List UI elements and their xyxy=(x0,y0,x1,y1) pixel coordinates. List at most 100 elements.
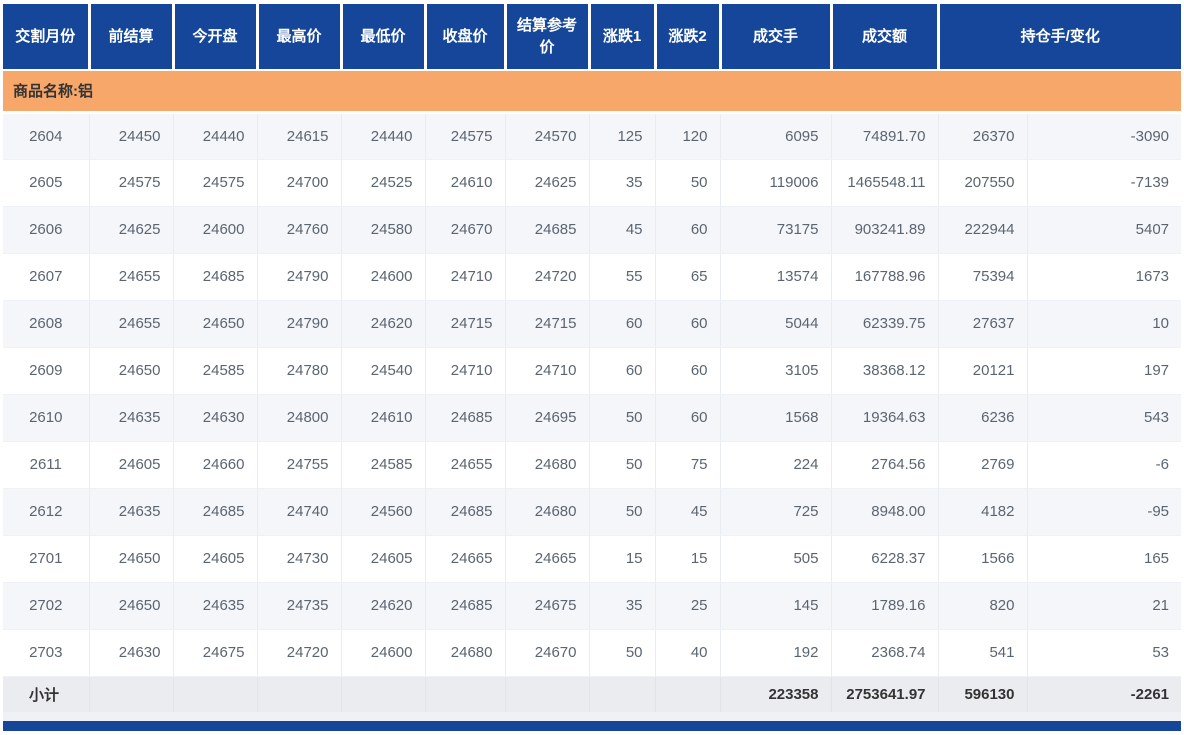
cell-delivery-month: 2612 xyxy=(3,488,90,536)
subtotal-empty-cell xyxy=(173,676,258,712)
subtotal-empty-cell xyxy=(505,676,590,712)
cell-open-interest: 1566 xyxy=(938,535,1028,583)
cell-low: 24540 xyxy=(341,347,426,395)
table-row: 2703 24630 24675 24720 24600 24680 24670 50 40 19… xyxy=(3,629,1182,677)
cell-settlement-ref: 24685 xyxy=(505,206,590,254)
cell-prev-settlement: 24630 xyxy=(89,629,174,677)
cell-open-interest: 541 xyxy=(938,629,1028,677)
cell-change1: 50 xyxy=(589,488,656,536)
cell-close: 24610 xyxy=(425,159,506,207)
cell-oi-change: 5407 xyxy=(1027,206,1182,254)
cell-change1: 50 xyxy=(589,629,656,677)
cell-high: 24760 xyxy=(257,206,342,254)
column-header-open: 今开盘 xyxy=(173,4,259,71)
cell-settlement-ref: 24720 xyxy=(505,253,590,301)
subtotal-open-interest: 596130 xyxy=(938,676,1028,712)
cell-high: 24800 xyxy=(257,394,342,442)
cell-volume: 145 xyxy=(720,582,832,630)
cell-settlement-ref: 24680 xyxy=(505,488,590,536)
table-row: 2604 24450 24440 24615 24440 24575 24570 125 120… xyxy=(3,112,1182,160)
cell-oi-change: 10 xyxy=(1027,300,1182,348)
next-row-cutoff-strip xyxy=(3,712,1181,721)
cell-close: 24685 xyxy=(425,488,506,536)
table-header-row: 交割月份 前结算 今开盘 最高价 最低价 收盘价 结算参考价 涨跌1 涨跌2 成… xyxy=(3,4,1182,71)
cell-close: 24655 xyxy=(425,441,506,489)
cell-delivery-month: 2701 xyxy=(3,535,90,583)
cell-high: 24790 xyxy=(257,253,342,301)
subtotal-empty-cell xyxy=(655,676,721,712)
cell-oi-change: 21 xyxy=(1027,582,1182,630)
cell-delivery-month: 2703 xyxy=(3,629,90,677)
cell-turnover: 903241.89 xyxy=(831,206,939,254)
cell-volume: 119006 xyxy=(720,159,832,207)
cell-volume: 224 xyxy=(720,441,832,489)
cell-change2: 45 xyxy=(655,488,721,536)
cell-open: 24685 xyxy=(173,253,258,301)
column-header-prev-settlement: 前结算 xyxy=(89,4,175,71)
cell-change1: 45 xyxy=(589,206,656,254)
cell-close: 24685 xyxy=(425,394,506,442)
cell-high: 24755 xyxy=(257,441,342,489)
cell-high: 24720 xyxy=(257,629,342,677)
cell-open: 24650 xyxy=(173,300,258,348)
column-header-close: 收盘价 xyxy=(425,4,507,71)
table-row: 2606 24625 24600 24760 24580 24670 24685 45 60 73… xyxy=(3,206,1182,254)
column-header-volume: 成交手 xyxy=(720,4,833,71)
cell-high: 24790 xyxy=(257,300,342,348)
cell-turnover: 6228.37 xyxy=(831,535,939,583)
cell-prev-settlement: 24625 xyxy=(89,206,174,254)
subtotal-empty-cell xyxy=(589,676,656,712)
cell-open-interest: 207550 xyxy=(938,159,1028,207)
futures-quote-table: 交割月份 前结算 今开盘 最高价 最低价 收盘价 结算参考价 涨跌1 涨跌2 成… xyxy=(3,4,1182,712)
cell-low: 24525 xyxy=(341,159,426,207)
cell-change1: 15 xyxy=(589,535,656,583)
cell-oi-change: 53 xyxy=(1027,629,1182,677)
cell-high: 24735 xyxy=(257,582,342,630)
subtotal-empty-cell xyxy=(341,676,426,712)
cell-change1: 125 xyxy=(589,112,656,160)
cell-open: 24685 xyxy=(173,488,258,536)
cell-close: 24710 xyxy=(425,347,506,395)
cell-settlement-ref: 24625 xyxy=(505,159,590,207)
cell-change1: 35 xyxy=(589,582,656,630)
cell-turnover: 8948.00 xyxy=(831,488,939,536)
cell-change2: 60 xyxy=(655,300,721,348)
table-row: 2608 24655 24650 24790 24620 24715 24715 60 60 50… xyxy=(3,300,1182,348)
cell-open-interest: 6236 xyxy=(938,394,1028,442)
cell-delivery-month: 2610 xyxy=(3,394,90,442)
column-header-open-interest-change: 持仓手/变化 xyxy=(938,4,1182,71)
cell-high: 24740 xyxy=(257,488,342,536)
cell-volume: 73175 xyxy=(720,206,832,254)
cell-volume: 505 xyxy=(720,535,832,583)
cell-open-interest: 4182 xyxy=(938,488,1028,536)
cell-close: 24715 xyxy=(425,300,506,348)
cell-low: 24440 xyxy=(341,112,426,160)
cell-prev-settlement: 24650 xyxy=(89,347,174,395)
cell-open: 24635 xyxy=(173,582,258,630)
cell-change2: 65 xyxy=(655,253,721,301)
cell-volume: 192 xyxy=(720,629,832,677)
cell-volume: 13574 xyxy=(720,253,832,301)
cell-turnover: 1789.16 xyxy=(831,582,939,630)
cell-settlement-ref: 24570 xyxy=(505,112,590,160)
cell-close: 24680 xyxy=(425,629,506,677)
cell-low: 24560 xyxy=(341,488,426,536)
cell-change1: 55 xyxy=(589,253,656,301)
cell-open-interest: 75394 xyxy=(938,253,1028,301)
cell-change2: 120 xyxy=(655,112,721,160)
cell-change2: 15 xyxy=(655,535,721,583)
cell-prev-settlement: 24605 xyxy=(89,441,174,489)
cell-low: 24610 xyxy=(341,394,426,442)
cell-change1: 50 xyxy=(589,441,656,489)
cell-turnover: 74891.70 xyxy=(831,112,939,160)
cell-change2: 60 xyxy=(655,394,721,442)
subtotal-empty-cell xyxy=(257,676,342,712)
cell-oi-change: 197 xyxy=(1027,347,1182,395)
cell-settlement-ref: 24680 xyxy=(505,441,590,489)
cell-change2: 60 xyxy=(655,347,721,395)
cell-low: 24620 xyxy=(341,300,426,348)
cell-change2: 60 xyxy=(655,206,721,254)
cell-turnover: 38368.12 xyxy=(831,347,939,395)
cell-close: 24665 xyxy=(425,535,506,583)
